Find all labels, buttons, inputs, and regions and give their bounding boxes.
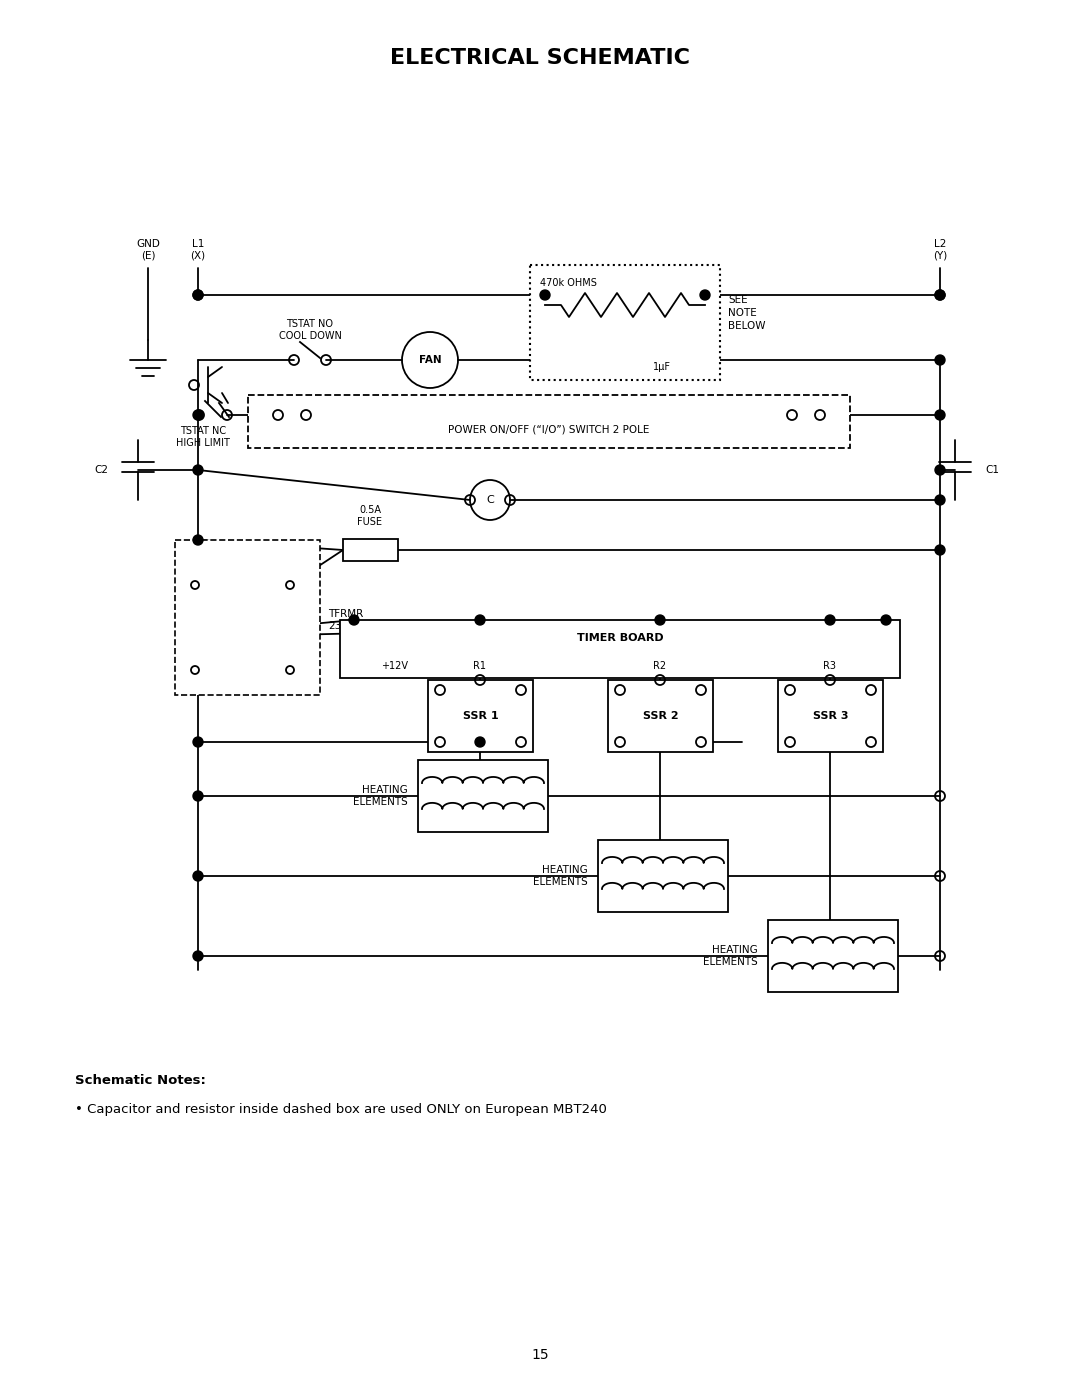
Bar [778,680,883,752]
Text: L2
(Y): L2 (Y) [933,239,947,261]
Circle shape [935,465,945,475]
Circle shape [193,409,203,420]
Text: TIMER BOARD: TIMER BOARD [577,633,663,643]
Circle shape [654,615,665,624]
Text: HEATING
ELEMENTS: HEATING ELEMENTS [703,946,758,967]
Circle shape [825,615,835,624]
Text: Schematic Notes:: Schematic Notes: [75,1073,206,1087]
Circle shape [935,495,945,504]
Circle shape [935,291,945,300]
Text: C: C [486,495,494,504]
Circle shape [193,738,203,747]
Text: C1: C1 [985,465,999,475]
Circle shape [935,355,945,365]
Text: GND
(E): GND (E) [136,239,160,261]
Bar [343,539,399,562]
Bar [340,620,900,678]
Text: 0.5A
FUSE: 0.5A FUSE [357,506,382,527]
Text: SSR 1: SSR 1 [462,711,498,721]
Text: SSR 3: SSR 3 [813,711,848,721]
Text: • Capacitor and resistor inside dashed box are used ONLY on European MBT240: • Capacitor and resistor inside dashed b… [75,1104,607,1116]
Text: ELECTRICAL SCHEMATIC: ELECTRICAL SCHEMATIC [390,47,690,68]
Circle shape [193,291,203,300]
Text: TFRMR
230Vp:24Vs: TFRMR 230Vp:24Vs [328,609,391,631]
Circle shape [193,535,203,545]
Bar [428,680,534,752]
Text: C2: C2 [94,465,108,475]
Text: R1: R1 [473,661,486,671]
Text: 1μF: 1μF [653,362,671,372]
Text: 15: 15 [531,1348,549,1362]
Text: HEATING
ELEMENTS: HEATING ELEMENTS [534,865,588,887]
Text: R3: R3 [824,661,837,671]
Bar [175,541,320,694]
Text: 470k OHMS: 470k OHMS [540,278,597,288]
Circle shape [193,291,203,300]
Circle shape [935,409,945,420]
Text: SSR 2: SSR 2 [643,711,678,721]
Circle shape [193,791,203,800]
Circle shape [540,291,550,300]
Bar [768,921,897,992]
Circle shape [935,545,945,555]
Text: TSTAT NO
COOL DOWN: TSTAT NO COOL DOWN [279,319,341,341]
Circle shape [700,291,710,300]
Circle shape [193,465,203,475]
Bar [530,265,720,380]
Circle shape [475,738,485,747]
Circle shape [349,615,359,624]
Circle shape [193,951,203,961]
Text: L1
(X): L1 (X) [190,239,205,261]
Circle shape [881,615,891,624]
Bar [418,760,548,833]
Text: R2: R2 [653,661,666,671]
Text: FAN: FAN [419,355,442,365]
Bar [598,840,728,912]
Text: SEE
NOTE
BELOW: SEE NOTE BELOW [728,295,766,331]
Circle shape [475,615,485,624]
Circle shape [935,291,945,300]
Circle shape [193,870,203,882]
Text: +12V: +12V [381,661,408,671]
Text: TSTAT NC
HIGH LIMIT: TSTAT NC HIGH LIMIT [176,426,230,448]
Bar [248,395,850,448]
Bar [608,680,713,752]
Text: HEATING
ELEMENTS: HEATING ELEMENTS [353,785,408,807]
Text: POWER ON/OFF (“I/O”) SWITCH 2 POLE: POWER ON/OFF (“I/O”) SWITCH 2 POLE [448,425,650,434]
